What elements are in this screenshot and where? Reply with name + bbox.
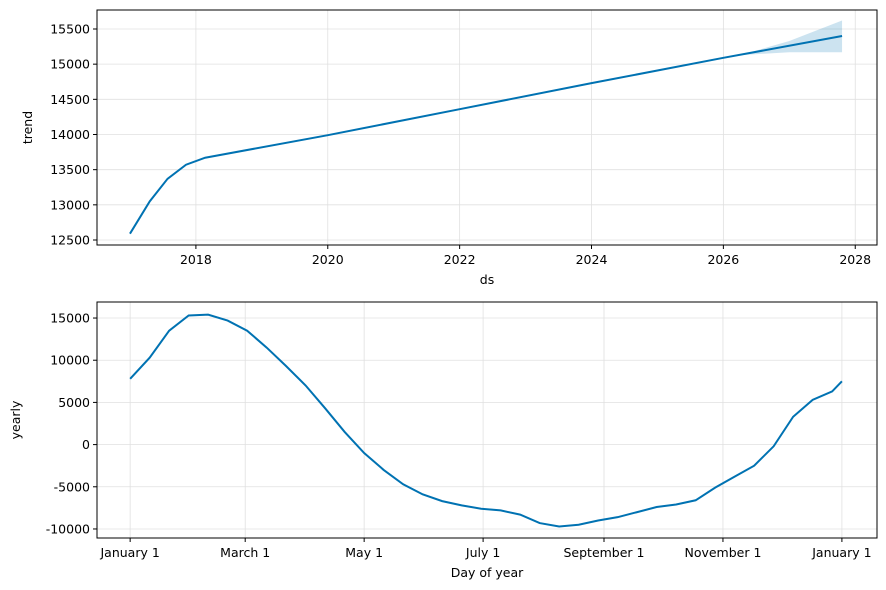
x-tick-label: January 1 [811,545,871,560]
x-tick-label: 2026 [707,252,739,267]
x-tick-label: November 1 [684,545,761,560]
x-tick-label: May 1 [345,545,383,560]
y-tick-label: 13500 [50,162,90,177]
y-tick-label: 12500 [50,233,90,248]
y-tick-label: 15000 [50,57,90,72]
uncertainty-band [743,20,843,56]
x-tick-label: 2024 [576,252,608,267]
x-tick-label: July 1 [465,545,500,560]
x-tick-label: 2018 [180,252,212,267]
trend-line [129,313,843,528]
y-tick-label: -5000 [54,479,90,494]
y-axis-label: trend [20,111,35,144]
y-tick-label: -10000 [46,521,90,536]
y-tick-label: 15500 [50,21,90,36]
x-tick-label: 2022 [444,252,476,267]
y-tick-label: 0 [82,437,90,452]
x-axis-label: ds [480,272,494,287]
y-tick-label: 5000 [58,395,90,410]
y-tick-label: 15000 [50,311,90,326]
trend-line [129,35,843,235]
x-tick-label: September 1 [563,545,644,560]
plot-frame [96,301,878,539]
x-axis-label: Day of year [451,565,524,580]
x-tick-label: 2028 [839,252,871,267]
x-tick-label: March 1 [220,545,270,560]
x-tick-label: 2020 [312,252,344,267]
y-axis-label: yearly [8,400,23,439]
y-tick-label: 14500 [50,92,90,107]
x-tick-label: January 1 [99,545,159,560]
y-tick-label: 14000 [50,127,90,142]
y-tick-label: 10000 [50,353,90,368]
plot-frame [96,9,878,246]
y-tick-label: 13000 [50,197,90,212]
